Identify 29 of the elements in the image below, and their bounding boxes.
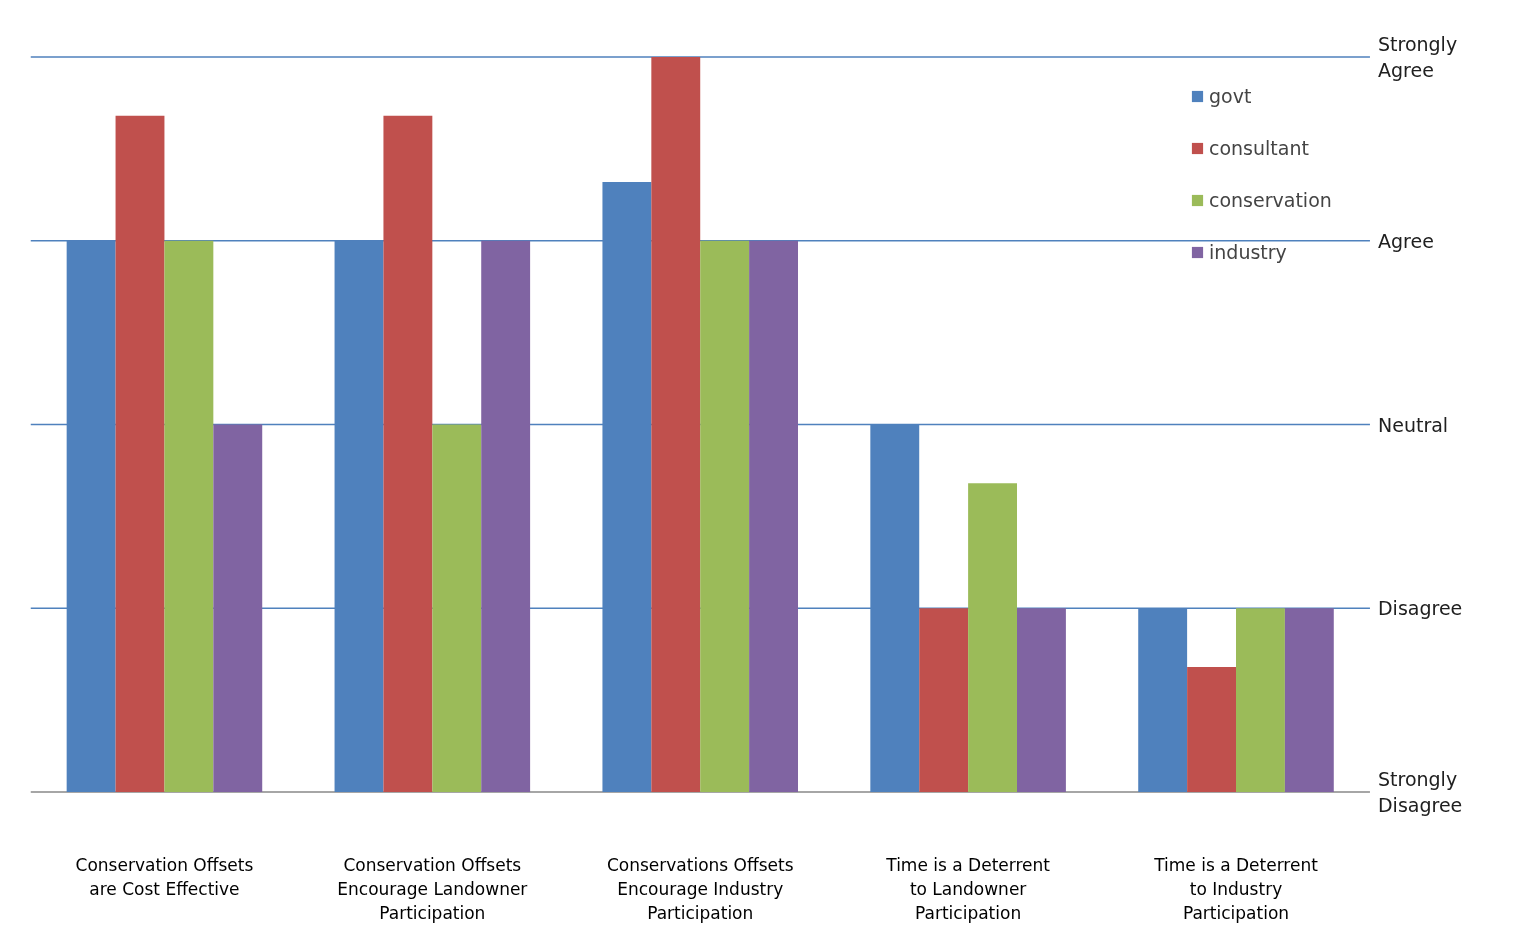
x-tick-label: Time is a Deterrent to Landowner Participation (885, 854, 1051, 923)
legend-label: consultant (1209, 137, 1309, 159)
x-tick-label: Time is a Deterrent to Industry Participation (1153, 854, 1319, 923)
bar (700, 240, 750, 793)
bar (481, 240, 531, 793)
legend-label: conservation (1209, 189, 1332, 211)
legend-label: govt (1209, 85, 1252, 107)
x-tick-label: Conservation Offsets are Cost Effective (75, 854, 254, 899)
bar (383, 115, 433, 793)
bar (1187, 667, 1236, 793)
bar (164, 240, 214, 793)
bar (919, 608, 969, 793)
bar (1236, 608, 1285, 793)
legend-label: industry (1209, 241, 1287, 263)
ref-line-label: Disagree (1377, 597, 1463, 620)
bar (213, 424, 263, 793)
ref-line-label: Neutral (1377, 413, 1449, 436)
bar (1284, 608, 1334, 793)
bar (115, 115, 165, 793)
bar (1017, 608, 1066, 793)
bar (651, 56, 701, 793)
ref-line-label: Strongly Agree (1377, 32, 1458, 82)
x-tick-label: Conservation Offsets Encourage Landowner Participation (337, 854, 528, 923)
x-tick-label: Conservations Offsets Encourage Industry Participation (606, 854, 794, 923)
bar (968, 483, 1017, 793)
ref-line-label: Strongly Disagree (1377, 767, 1463, 817)
bar (749, 240, 798, 793)
bar (432, 424, 482, 793)
ref-line-label: Agree (1377, 229, 1434, 252)
